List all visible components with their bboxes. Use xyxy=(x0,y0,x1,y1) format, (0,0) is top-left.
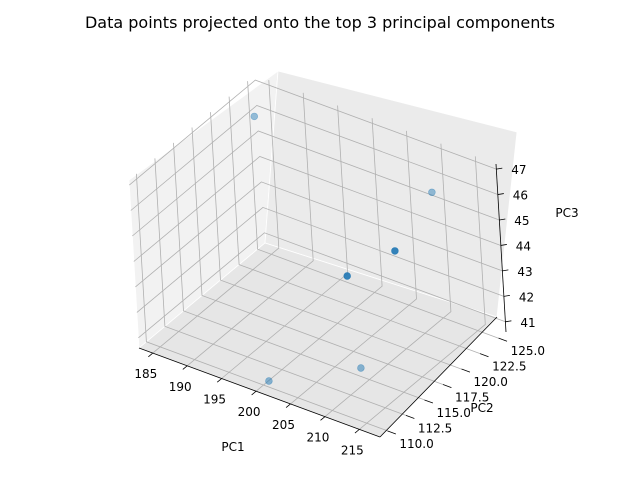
z-tick-mark xyxy=(496,167,503,170)
data-point xyxy=(250,112,259,121)
z-tick-label: 41 xyxy=(520,316,535,330)
data-point xyxy=(343,272,351,280)
z-grid-line xyxy=(136,206,505,313)
chart-title: Data points projected onto the top 3 pri… xyxy=(85,13,555,32)
x-tick-mark xyxy=(148,352,154,358)
x-tick-label: 200 xyxy=(238,405,261,419)
z-tick-mark xyxy=(500,244,507,246)
x-tick-mark xyxy=(320,416,326,421)
x-tick-mark xyxy=(285,403,291,408)
y-tick-mark xyxy=(424,399,434,404)
x-tick-label: 195 xyxy=(203,393,226,407)
y-tick-label: 115.0 xyxy=(437,406,471,420)
y-tick-mark xyxy=(442,384,452,388)
data-points xyxy=(250,112,436,385)
data-point xyxy=(265,377,273,385)
z-grid-line xyxy=(135,181,503,288)
x-tick-mark xyxy=(251,390,257,396)
tick-labels: 185 190 195 200 205 210 215 110.0 112.5115.0117.… xyxy=(134,163,545,457)
y-axis-line xyxy=(379,316,498,438)
z-tick-label: 42 xyxy=(519,290,534,304)
y-tick-mark xyxy=(498,337,508,342)
y-tick-label: 125.0 xyxy=(511,344,545,358)
y-tick-mark xyxy=(479,353,489,358)
data-point xyxy=(391,247,399,255)
z-tick-mark xyxy=(499,218,506,221)
y-tick-mark xyxy=(405,415,415,419)
z-grid-line xyxy=(133,156,501,262)
y-tick-label: 110.0 xyxy=(399,437,433,451)
x-tick-label: 210 xyxy=(306,431,329,445)
z-tick-mark xyxy=(503,294,510,297)
x-axis-line xyxy=(138,347,381,438)
axes xyxy=(138,163,512,438)
x-tick-label: 215 xyxy=(341,443,364,457)
z-tick-mark xyxy=(505,320,512,323)
z-tick-label: 46 xyxy=(513,189,528,203)
x-tick-label: 205 xyxy=(272,418,295,432)
x-tick-mark xyxy=(182,365,188,370)
x-tick-label: 190 xyxy=(169,380,192,394)
data-point xyxy=(357,364,365,372)
x-tick-mark xyxy=(354,429,360,434)
z-grid-line xyxy=(130,105,498,211)
z-tick-label: 47 xyxy=(511,163,526,177)
z-tick-label: 45 xyxy=(514,214,529,228)
data-point xyxy=(428,188,436,197)
z-grid-line xyxy=(129,79,497,186)
z-axis-label: PC3 xyxy=(555,206,578,220)
z-grid-line xyxy=(138,232,506,339)
y-axis-label: PC2 xyxy=(470,401,493,415)
z-tick-mark xyxy=(502,269,509,272)
z-tick-label: 44 xyxy=(516,240,531,254)
y-tick-mark xyxy=(387,430,396,435)
z-tick-label: 43 xyxy=(517,265,532,279)
x-tick-mark xyxy=(216,378,222,383)
grid-lines xyxy=(129,79,506,432)
z-grid-line xyxy=(132,130,500,237)
y-tick-label: 117.5 xyxy=(455,391,489,405)
y-tick-label: 122.5 xyxy=(492,360,526,374)
y-tick-label: 120.0 xyxy=(474,375,508,389)
z-axis-line xyxy=(495,163,507,333)
y-tick-label: 112.5 xyxy=(418,421,452,435)
y-tick-mark xyxy=(461,368,471,373)
x-tick-label: 185 xyxy=(134,367,157,381)
z-tick-mark xyxy=(497,193,504,195)
x-axis-label: PC1 xyxy=(221,440,244,454)
